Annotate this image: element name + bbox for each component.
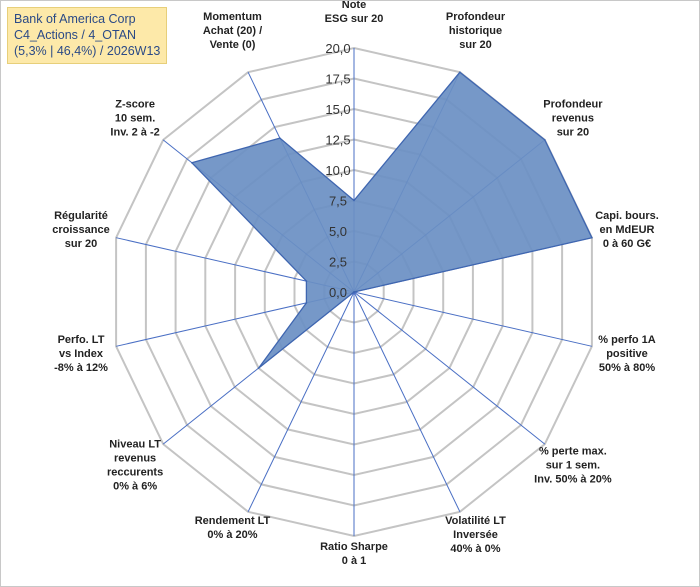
axis-spoke (353, 291, 593, 347)
data-point (257, 367, 260, 369)
data-point (305, 280, 308, 282)
radial-tick-label: 7,5 (329, 194, 347, 209)
data-point (279, 137, 281, 139)
data-point (305, 302, 308, 304)
data-point (191, 161, 193, 164)
data-point (353, 199, 355, 202)
chart-title-box: Bank of America Corp C4_Actions / 4_OTAN… (7, 7, 168, 64)
axis-label: Rendement LT 0% à 20% (195, 515, 271, 541)
radial-tick-label: 2,5 (329, 255, 347, 270)
data-point (353, 291, 355, 293)
radial-tick-label: 15,0 (325, 102, 350, 117)
axis-spoke (353, 291, 461, 513)
axis-label: Ratio Sharpe 0 à 1 (320, 541, 388, 567)
axis-label: % perte max. sur 1 sem. Inv. 50% à 20% (534, 445, 612, 485)
data-point (459, 71, 461, 73)
axis-label: % perfo 1A positive 50% à 80% (598, 334, 656, 374)
radial-tick-label: 10,0 (325, 163, 350, 178)
axis-label: Régularité croissance sur 20 (52, 210, 109, 250)
title-line-3: (5,3% | 46,4%) / 2026W13 (14, 44, 161, 58)
radial-tick-label: 0,0 (329, 285, 347, 300)
radial-tick-label: 20,0 (325, 41, 350, 56)
axis-label: Momentum Achat (20) / Vente (0) (203, 11, 262, 51)
radial-tick-label: 17,5 (325, 72, 350, 87)
axis-label: Niveau LT revenus reccurents 0% à 6% (107, 438, 163, 492)
title-line-2: C4_Actions / 4_OTAN (14, 28, 137, 42)
data-point (591, 236, 593, 239)
axis-spoke (353, 291, 546, 445)
axis-label: Profondeur revenus sur 20 (543, 99, 603, 139)
axis-label: Perfo. LT vs Index -8% à 12% (54, 334, 108, 374)
data-point (544, 139, 546, 141)
axis-spoke (247, 291, 355, 513)
axis-label: Capi. bours. en MdEUR 0 à 60 G€ (595, 210, 659, 250)
axis-label: Profondeur historique sur 20 (446, 11, 506, 51)
title-line-1: Bank of America Corp (14, 12, 136, 26)
axis-label: Z-score 10 sem. Inv. 2 à -2 (110, 99, 159, 139)
radial-tick-label: 12,5 (325, 133, 350, 148)
radial-tick-label: 5,0 (329, 224, 347, 239)
axis-label: Volatilité LT Inversée 40% à 0% (445, 515, 506, 555)
axis-label: Note ESG sur 20 (325, 1, 384, 25)
